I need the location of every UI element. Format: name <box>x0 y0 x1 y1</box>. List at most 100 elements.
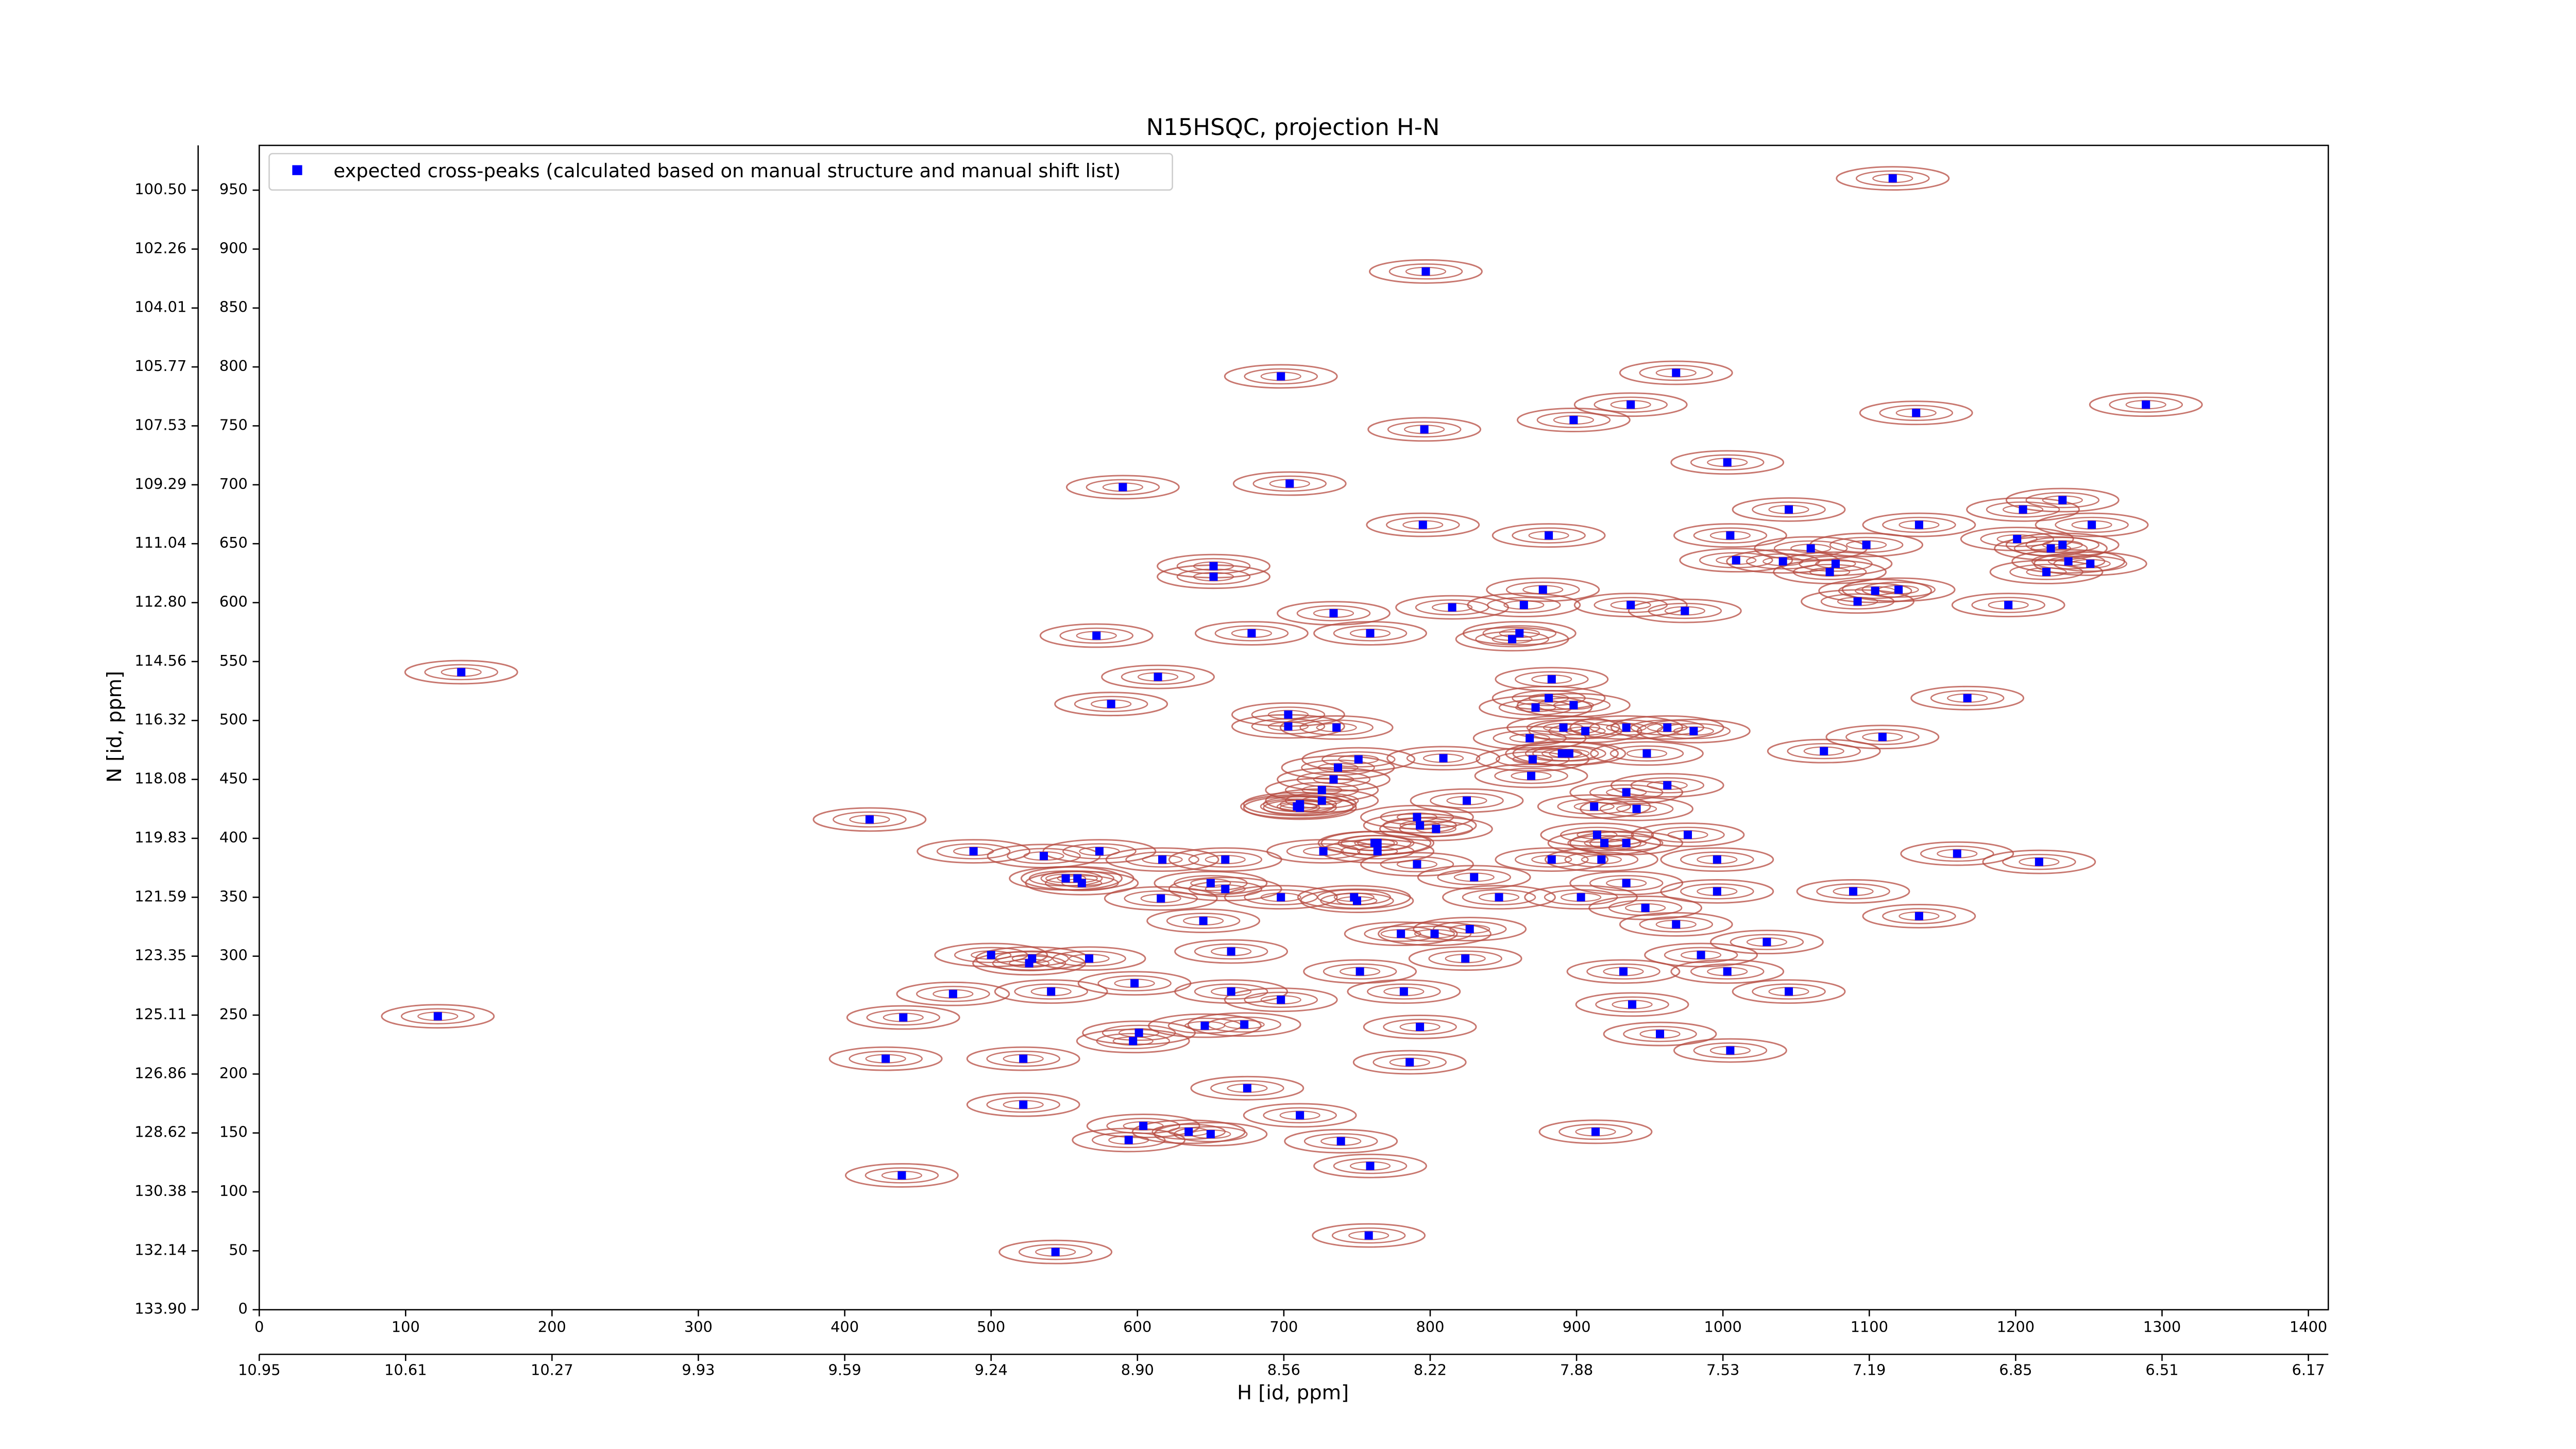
cross-peak <box>1221 885 1230 894</box>
peak-contour <box>1091 1132 1166 1149</box>
peak-contour <box>1194 983 1268 1000</box>
cross-peak <box>1184 1127 1193 1136</box>
x2-tick-label: 9.93 <box>682 1361 715 1378</box>
peak-contour <box>1097 975 1172 991</box>
peak-contour <box>1767 738 1881 764</box>
peak-contour <box>1594 597 1668 613</box>
peak-contour <box>966 1092 1080 1117</box>
peak-contour <box>1693 527 1768 544</box>
peak-contour <box>1573 392 1688 417</box>
y-tick-label: 950 <box>219 180 248 198</box>
peak-contour <box>1224 364 1338 389</box>
cross-peak <box>1296 1111 1304 1120</box>
cross-peak <box>1413 860 1421 869</box>
x-tick-label: 1300 <box>2143 1318 2181 1336</box>
peak-contour <box>1588 895 1703 920</box>
x-axis-label: H [id, ppm] <box>1237 1381 1349 1405</box>
peak-contour <box>1380 856 1454 872</box>
x2-tick-label: 9.59 <box>828 1361 861 1378</box>
peak-contour <box>1174 979 1289 1004</box>
peak-contour <box>1232 471 1347 496</box>
cross-peak <box>1334 763 1343 772</box>
cross-peak <box>1139 1121 1148 1130</box>
peak-contour <box>1920 845 1994 862</box>
peak-contour <box>1146 908 1261 933</box>
cross-peak <box>897 1171 906 1180</box>
cross-peak <box>1723 967 1732 976</box>
peak-contour <box>1752 501 1826 518</box>
cross-peak <box>1713 855 1721 864</box>
cross-peak <box>2035 857 2043 866</box>
cross-peak <box>1124 1136 1133 1144</box>
peak-contour <box>1244 991 1318 1008</box>
cross-peak <box>1293 802 1301 811</box>
cross-peak <box>1019 1100 1028 1109</box>
cross-peak <box>1713 887 1721 896</box>
peak-contour <box>1818 578 1933 603</box>
peak-contour <box>1385 516 1460 533</box>
y-tick-label: 350 <box>219 887 248 905</box>
peak-contour <box>1512 527 1586 544</box>
peak-contour <box>1333 625 1408 642</box>
x2-tick-label: 7.19 <box>1853 1361 1886 1378</box>
cross-peak <box>1590 802 1599 811</box>
peak-contour <box>1296 771 1371 788</box>
peak-contour <box>1644 942 1758 968</box>
cross-peak <box>882 1054 890 1063</box>
y-tick-label: 200 <box>219 1064 248 1082</box>
cross-peak <box>1352 897 1361 905</box>
peak-contour <box>2109 396 2183 413</box>
cross-peak <box>1209 562 1218 570</box>
y2-tick-label: 130.38 <box>134 1182 187 1200</box>
peak-contour <box>1631 822 1745 847</box>
peak-contour <box>1344 921 1458 947</box>
peak-contour <box>424 664 499 681</box>
y-tick-label: 300 <box>219 947 248 964</box>
peak-contour <box>1379 816 1493 841</box>
x2-tick-label: 6.17 <box>2292 1361 2325 1378</box>
y2-tick-label: 111.04 <box>134 534 187 551</box>
peak-contour <box>1670 450 1785 475</box>
cross-peak <box>969 847 978 856</box>
peak-contour <box>1279 715 1394 740</box>
y-tick-label: 250 <box>219 1005 248 1023</box>
peak-contour <box>1679 548 1793 573</box>
cross-peak <box>1129 1037 1138 1046</box>
cross-peak <box>1085 954 1094 963</box>
peak-contour <box>1154 1122 1268 1147</box>
peak-contour <box>1623 1025 1697 1042</box>
peak-contour <box>2035 512 2149 537</box>
y2-tick-label: 125.11 <box>134 1005 187 1023</box>
peak-contour <box>1014 983 1088 1000</box>
peak-contour <box>1680 851 1754 868</box>
y-tick-label: 800 <box>219 357 248 375</box>
cross-peak <box>1591 1127 1600 1136</box>
y-tick-label: 0 <box>238 1300 247 1318</box>
cross-peak <box>1681 606 1689 615</box>
cross-peak <box>1853 597 1862 606</box>
cross-peak <box>2019 505 2027 514</box>
peak-contour <box>1660 879 1774 904</box>
x-tick-label: 400 <box>831 1318 859 1336</box>
x2-tick-label: 6.51 <box>2145 1361 2178 1378</box>
peak-contour <box>1430 793 1504 809</box>
peak-contour <box>1855 170 1930 187</box>
cross-peak <box>1284 710 1293 719</box>
y2-tick-label: 100.50 <box>134 180 187 198</box>
peak-contour <box>1606 722 1647 733</box>
cross-peak <box>1332 723 1341 732</box>
cross-peak <box>1416 821 1425 830</box>
peak-contour <box>1573 593 1688 617</box>
peak-contour <box>1168 877 1282 902</box>
cross-peak <box>1430 930 1439 938</box>
peak-contour <box>1547 831 1662 855</box>
peak-contour <box>2025 536 2100 553</box>
cross-peak <box>1157 894 1165 903</box>
cross-peak <box>2058 541 2067 549</box>
peak-contour <box>1187 1012 1301 1037</box>
peak-contour <box>1816 883 1890 900</box>
cross-peak <box>1656 1030 1665 1038</box>
peak-contour <box>1628 598 1742 624</box>
peak-contour <box>1386 746 1500 771</box>
peak-contour <box>1410 788 1524 813</box>
